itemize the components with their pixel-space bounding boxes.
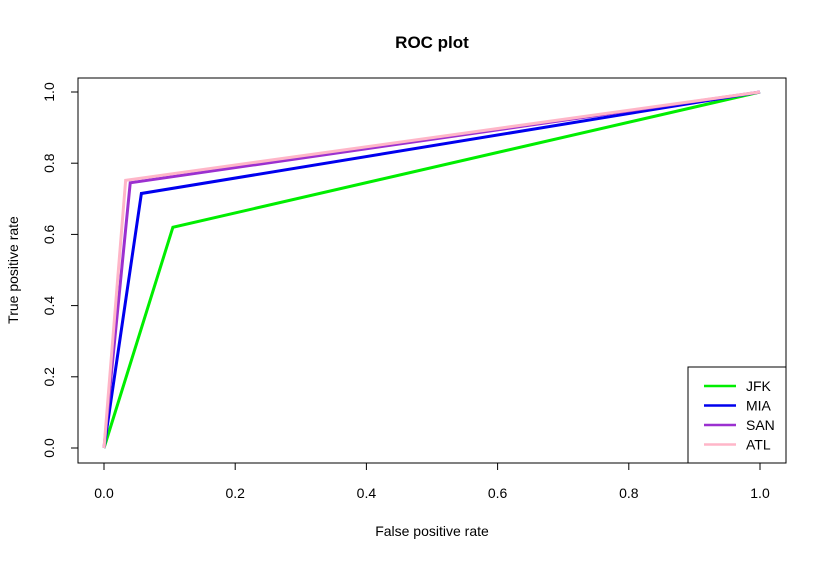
x-axis-label: False positive rate bbox=[375, 523, 489, 539]
y-axis: 0.0 0.2 0.4 0.6 0.8 1.0 bbox=[41, 82, 79, 458]
x-tick-label: 0.6 bbox=[488, 485, 508, 501]
x-tick-label: 1.0 bbox=[750, 485, 770, 501]
x-axis: 0.0 0.2 0.4 0.6 0.8 1.0 bbox=[94, 462, 770, 501]
x-tick-label: 0.4 bbox=[357, 485, 377, 501]
legend-label-jfk: JFK bbox=[746, 378, 772, 394]
y-tick-label: 1.0 bbox=[41, 82, 57, 102]
legend-label-mia: MIA bbox=[746, 398, 772, 414]
legend-box bbox=[687, 366, 787, 464]
x-tick-label: 0.0 bbox=[94, 485, 114, 501]
legend: JFK MIA SAN ATL bbox=[687, 366, 787, 464]
x-tick-label: 0.8 bbox=[619, 485, 639, 501]
chart-title: ROC plot bbox=[395, 33, 469, 52]
x-tick-label: 0.2 bbox=[225, 485, 245, 501]
y-tick-label: 0.4 bbox=[41, 296, 57, 316]
series-group bbox=[102, 90, 761, 449]
legend-label-san: SAN bbox=[746, 417, 775, 433]
y-tick-label: 0.2 bbox=[41, 367, 57, 387]
y-tick-label: 0.0 bbox=[41, 438, 57, 458]
y-tick-label: 0.8 bbox=[41, 153, 57, 173]
y-tick-label: 0.6 bbox=[41, 224, 57, 244]
y-axis-label: True positive rate bbox=[5, 216, 21, 324]
series-line-mia bbox=[102, 90, 761, 449]
series-line-jfk bbox=[102, 90, 761, 449]
plot-frame bbox=[77, 77, 787, 464]
series-line-atl bbox=[102, 90, 761, 449]
legend-label-atl: ATL bbox=[746, 437, 771, 453]
